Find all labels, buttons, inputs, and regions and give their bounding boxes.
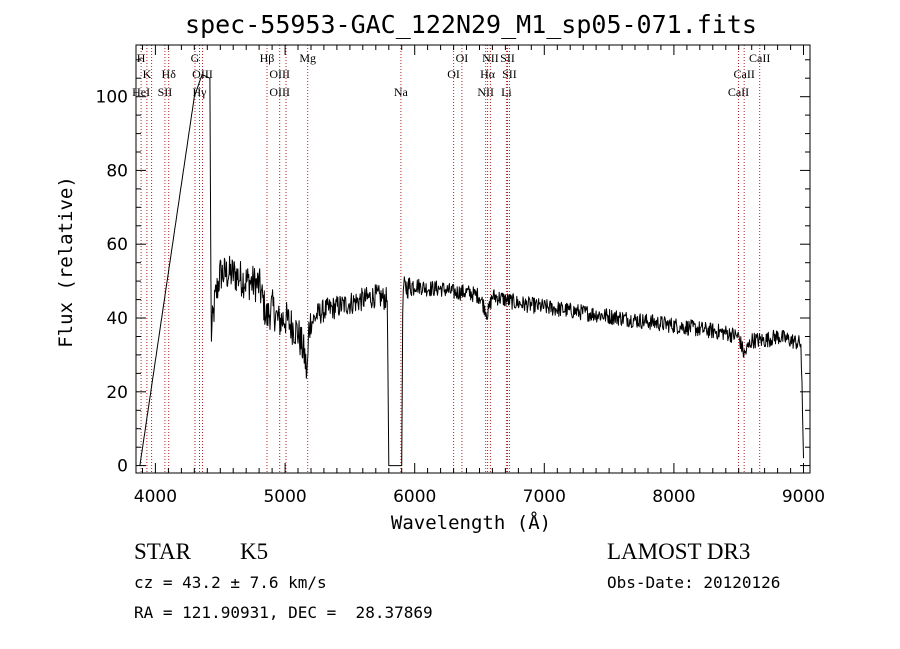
x-tick-label: 9000 xyxy=(782,487,825,507)
spectral-line-label: Hα xyxy=(480,67,496,81)
y-axis-ticks: 0 20 40 60 80 100 xyxy=(96,59,810,477)
spectrum-line xyxy=(139,74,804,467)
spectral-line-label: Hγ xyxy=(193,85,208,99)
spectral-line-label: Hβ xyxy=(260,51,275,65)
spectral-line-label: OIII xyxy=(269,67,290,81)
y-tick-label: 40 xyxy=(106,309,128,329)
spectral-line-label: NII xyxy=(482,51,499,65)
object-class: STAR xyxy=(134,539,191,564)
spectral-line-label: CaII xyxy=(749,51,770,65)
spectral-line-label: H xyxy=(137,51,146,65)
plot-frame xyxy=(135,44,811,474)
survey-name: LAMOST DR3 xyxy=(607,539,751,564)
y-tick-label: 20 xyxy=(106,383,128,403)
x-axis-ticks: 4000 5000 6000 7000 8000 9000 xyxy=(134,45,825,507)
spectral-line-label: OI xyxy=(456,51,469,65)
x-tick-label: 6000 xyxy=(393,487,436,507)
spectral-line-label: NII xyxy=(477,85,494,99)
x-tick-label: 7000 xyxy=(523,487,566,507)
spectral-line-label: Hδ xyxy=(162,67,177,81)
x-tick-label: 8000 xyxy=(652,487,695,507)
spectral-line-label: SII xyxy=(500,51,515,65)
y-tick-label: 100 xyxy=(96,88,128,108)
chart-title: spec-55953-GAC_122N29_M1_sp05-071.fits xyxy=(185,10,757,39)
y-axis-label: Flux (relative) xyxy=(55,176,77,348)
spectral-line-label: HeI xyxy=(132,85,150,99)
spectral-line-label: G xyxy=(191,51,200,65)
spectral-line-label: OIII xyxy=(269,85,290,99)
x-tick-label: 4000 xyxy=(134,487,177,507)
x-axis-label: Wavelength (Å) xyxy=(391,511,551,534)
coordinates: RA = 121.90931, DEC = 28.37869 xyxy=(134,603,433,622)
spectral-line-label: OI xyxy=(447,67,460,81)
spectral-line-label: Na xyxy=(394,85,409,99)
spectral-line-label: CaII xyxy=(734,67,755,81)
observation-date: Obs-Date: 20120126 xyxy=(607,573,781,592)
object-subclass: K5 xyxy=(240,539,269,564)
x-tick-label: 5000 xyxy=(263,487,306,507)
redshift-value: cz = 43.2 ± 7.6 km/s xyxy=(134,573,327,592)
y-tick-label: 60 xyxy=(106,235,128,255)
spectral-line-label: CaII xyxy=(728,85,749,99)
spectral-line-markers xyxy=(140,45,761,473)
spectral-line-label: SII xyxy=(158,85,173,99)
spectral-line-label: Li xyxy=(501,85,512,99)
spectral-line-label: SII xyxy=(502,67,517,81)
spectral-line-label: K xyxy=(143,67,152,81)
spectral-line-label: Mg xyxy=(299,51,316,65)
y-tick-label: 80 xyxy=(106,161,128,181)
y-tick-label: 0 xyxy=(117,457,128,477)
